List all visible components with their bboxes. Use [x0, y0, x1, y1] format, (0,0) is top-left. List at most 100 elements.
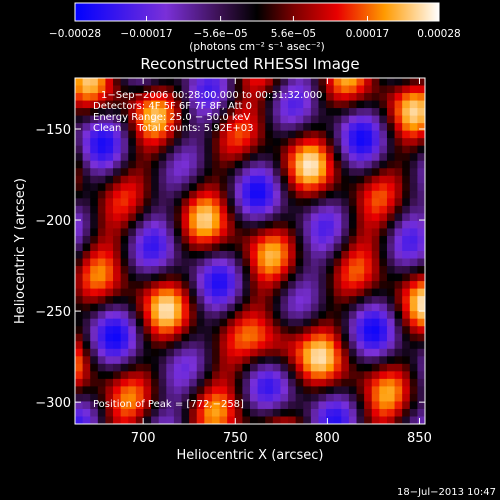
heatmap-cell [82, 93, 91, 102]
heatmap-cell [303, 408, 312, 418]
heatmap-cell [166, 198, 175, 207]
heatmap-cell [105, 251, 114, 260]
heatmap-cell [242, 303, 251, 312]
heatmap-cell [364, 393, 373, 403]
heatmap-cell [333, 153, 342, 162]
heatmap-cell [272, 303, 282, 312]
heatmap-cell [288, 190, 297, 199]
heatmap-cell [364, 220, 373, 230]
heatmap-cell [417, 108, 425, 117]
heatmap-cell [295, 93, 304, 102]
heatmap-cell [326, 311, 335, 320]
heatmap-cell [280, 235, 289, 245]
heatmap-cell [310, 100, 320, 109]
heatmap-cell [348, 78, 358, 87]
heatmap-cell [356, 175, 365, 184]
heatmap-cell [204, 311, 213, 320]
heatmap-cell [371, 235, 380, 245]
heatmap-cell [257, 78, 266, 87]
heatmap-cell [105, 281, 114, 290]
heatmap-cell [364, 386, 373, 395]
heatmap-cell [417, 78, 425, 87]
heatmap-cell [181, 108, 190, 117]
heatmap-cell [280, 281, 289, 290]
heatmap-cell [265, 168, 274, 177]
heatmap-cell [288, 348, 297, 357]
heatmap-cell [173, 153, 183, 162]
heatmap-cell [75, 235, 84, 245]
heatmap-cell [326, 220, 335, 230]
heatmap-cell [128, 130, 137, 139]
heatmap-cell [113, 378, 122, 387]
heatmap-cell [75, 108, 84, 117]
heatmap-cell [113, 198, 122, 207]
heatmap-cell [379, 303, 388, 312]
heatmap-cell [173, 220, 183, 230]
heatmap-cell [181, 145, 190, 154]
heatmap-cell [227, 356, 236, 365]
heatmap-cell [394, 100, 403, 109]
heatmap-cell [90, 145, 99, 154]
heatmap-cell [234, 393, 243, 403]
heatmap-cell [356, 160, 365, 169]
heatmap-cell [120, 356, 129, 365]
heatmap-cell [288, 288, 297, 297]
heatmap-cell [82, 138, 91, 147]
heatmap-cell [158, 235, 167, 245]
heatmap-cell [310, 386, 320, 395]
heatmap-cell [82, 100, 91, 109]
heatmap-cell [120, 205, 129, 214]
heatmap-cell [234, 78, 243, 87]
heatmap-cell [135, 266, 145, 275]
heatmap-cell [173, 281, 183, 290]
heatmap-cell [166, 311, 175, 320]
heatmap-cell [234, 266, 243, 275]
heatmap-cell [394, 235, 403, 245]
heatmap-cell [120, 85, 129, 94]
heatmap-cell [219, 288, 228, 297]
heatmap-cell [394, 311, 403, 320]
heatmap-cell [128, 288, 137, 297]
heatmap-cell [310, 296, 320, 305]
heatmap-cell [318, 408, 327, 418]
heatmap-cell [151, 273, 160, 282]
heatmap-cell [402, 190, 411, 199]
heatmap-cell [211, 220, 221, 230]
heatmap-cell [158, 258, 167, 267]
heatmap-cell [265, 393, 274, 403]
heatmap-cell [120, 393, 129, 403]
heatmap-cell [265, 235, 274, 245]
heatmap-cell [394, 408, 403, 418]
heatmap-cell [265, 183, 274, 192]
heatmap-cell [189, 416, 198, 424]
heatmap-cell [173, 378, 183, 387]
heatmap-cell [326, 228, 335, 237]
heatmap-cell [348, 183, 358, 192]
heatmap-cell [242, 371, 251, 380]
heatmap-cell [158, 190, 167, 199]
heatmap-cell [189, 205, 198, 214]
heatmap-cell [402, 288, 411, 297]
heatmap-cell [386, 281, 396, 290]
heatmap-cell [417, 333, 425, 342]
heatmap-cell [341, 416, 350, 424]
heatmap-cell [417, 213, 425, 222]
heatmap-cell [288, 378, 297, 387]
heatmap-cell [364, 326, 373, 335]
heatmap-cell [173, 198, 183, 207]
heatmap-cell [219, 228, 228, 237]
heatmap-cell [128, 213, 137, 222]
heatmap-cell [288, 386, 297, 395]
heatmap-cell [90, 363, 99, 372]
heatmap-cell [265, 288, 274, 297]
heatmap-cell [295, 363, 304, 372]
heatmap-cell [90, 213, 99, 222]
heatmap-cell [409, 408, 418, 418]
heatmap-cell [143, 393, 152, 403]
heatmap-cell [318, 363, 327, 372]
heatmap-cell [90, 198, 99, 207]
heatmap-cell [135, 258, 145, 267]
heatmap-cell [189, 78, 198, 87]
heatmap-cell [158, 333, 167, 342]
